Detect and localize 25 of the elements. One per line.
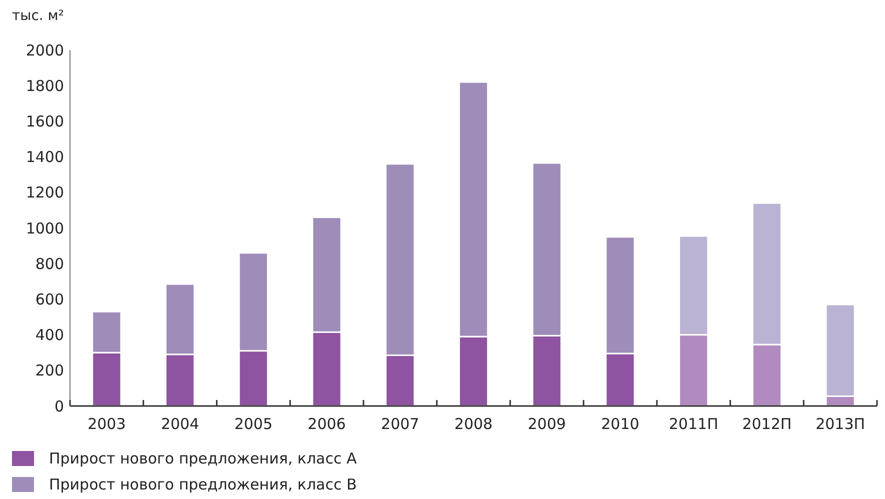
x-tick-label: 2007 xyxy=(381,415,420,433)
y-tick-label: 1800 xyxy=(26,76,64,95)
x-tick-label: 2003 xyxy=(88,415,126,433)
x-tick-label: 2012П xyxy=(742,415,792,433)
x-tick-label: 2011П xyxy=(668,415,718,433)
x-tick-label: 2009 xyxy=(528,415,566,433)
y-tick-label: 800 xyxy=(35,254,64,273)
y-tick-label: 1400 xyxy=(26,148,64,166)
legend-label: Прирост нового предложения, класс А xyxy=(49,449,358,468)
y-tick-label: 2000 xyxy=(26,41,64,60)
y-tick-label: 1600 xyxy=(26,112,64,130)
x-tick-label: 2004 xyxy=(160,415,200,433)
y-tick-label: 0 xyxy=(54,397,64,416)
y-tick-label: 200 xyxy=(35,362,64,380)
y-tick-label: 1200 xyxy=(26,184,64,202)
y-tick-label: 400 xyxy=(35,326,64,344)
y-tick-label: 600 xyxy=(35,290,64,308)
y-tick-label: 1000 xyxy=(26,219,64,238)
x-tick-label: 2010 xyxy=(601,415,640,433)
y-axis-title: тыс. м² xyxy=(12,8,64,24)
x-tick-label: 2008 xyxy=(454,415,493,433)
x-tick-label: 2006 xyxy=(308,415,346,433)
legend-label: Прирост нового предложения, класс В xyxy=(49,475,357,494)
x-tick-label: 2005 xyxy=(234,415,273,433)
x-tick-label: 2013П xyxy=(816,415,866,433)
